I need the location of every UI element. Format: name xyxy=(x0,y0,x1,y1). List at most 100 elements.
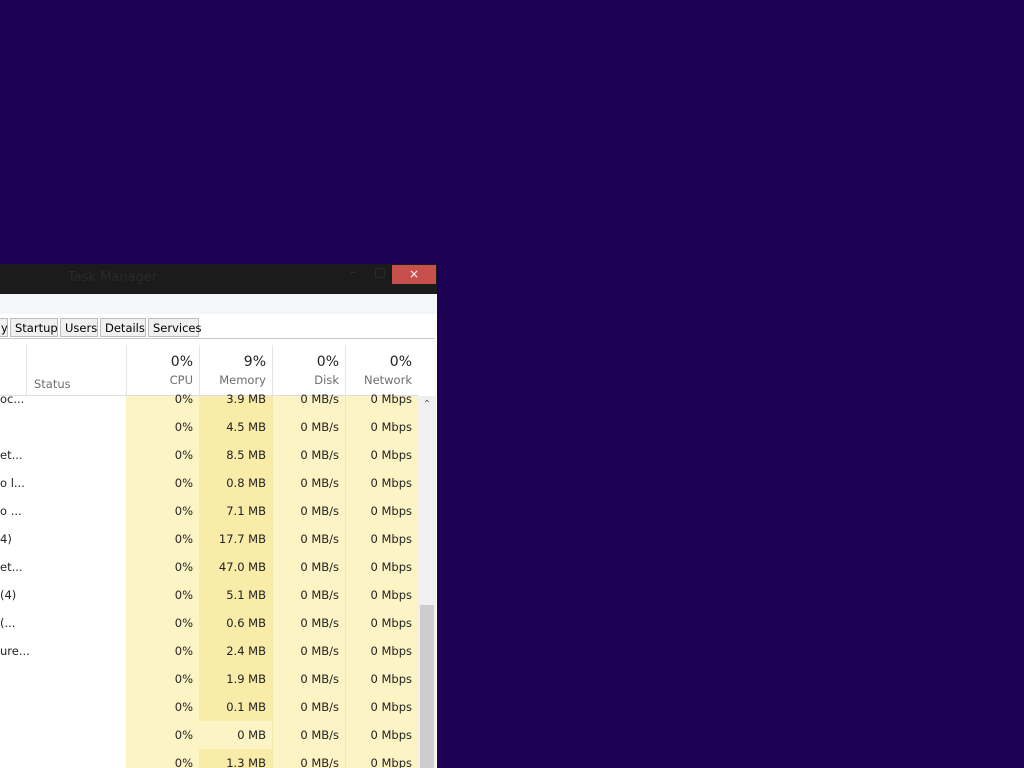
network-cell: 0 Mbps xyxy=(370,504,413,518)
network-cell: 0 Mbps xyxy=(370,756,413,768)
close-button[interactable]: × xyxy=(392,265,436,284)
cpu-cell: 0% xyxy=(174,728,193,742)
cpu-cell: 0% xyxy=(174,616,193,630)
memory-cell: 17.7 MB xyxy=(218,532,266,546)
network-cell: 0 Mbps xyxy=(370,700,413,714)
cpu-cell: 0% xyxy=(174,476,193,490)
memory-cell: 0.8 MB xyxy=(226,476,266,490)
process-name: ure... xyxy=(0,644,30,658)
memory-cell: 47.0 MB xyxy=(218,560,266,574)
process-name: o ... xyxy=(0,504,22,518)
disk-cell: 0 MB/s xyxy=(300,700,339,714)
disk-cell: 0 MB/s xyxy=(300,532,339,546)
memory-cell: 0.1 MB xyxy=(226,700,266,714)
table-row[interactable]: et... 0% 8.5 MB 0 MB/s 0 Mbps xyxy=(0,448,418,480)
process-list: oc... 0% 3.9 MB 0 MB/s 0 Mbps 0% 4.5 MB 0 MB/s 0… xyxy=(0,392,419,768)
title-bar: Task Manager – □ × xyxy=(0,264,437,294)
disk-cell: 0 MB/s xyxy=(300,756,339,768)
table-row[interactable]: 0% 0 MB 0 MB/s 0 Mbps xyxy=(0,728,418,760)
disk-column-header[interactable]: 0% Disk xyxy=(272,345,345,395)
memory-cell: 0 MB xyxy=(237,728,266,742)
cpu-cell: 0% xyxy=(174,700,193,714)
cpu-cell: 0% xyxy=(174,756,193,768)
table-row[interactable]: oc... 0% 3.9 MB 0 MB/s 0 Mbps xyxy=(0,392,418,424)
network-cell: 0 Mbps xyxy=(370,476,413,490)
cpu-column-header[interactable]: 0% CPU xyxy=(126,345,199,395)
network-cell: 0 Mbps xyxy=(370,448,413,462)
maximize-icon[interactable]: □ xyxy=(374,265,386,279)
table-row[interactable]: ure... 0% 2.4 MB 0 MB/s 0 Mbps xyxy=(0,644,418,676)
table-row[interactable]: et... 0% 47.0 MB 0 MB/s 0 Mbps xyxy=(0,560,418,592)
network-cell: 0 Mbps xyxy=(370,728,413,742)
cpu-cell: 0% xyxy=(174,644,193,658)
table-row[interactable]: o ... 0% 7.1 MB 0 MB/s 0 Mbps xyxy=(0,504,418,536)
network-cell: 0 Mbps xyxy=(370,532,413,546)
network-cell: 0 Mbps xyxy=(370,392,413,406)
scrollbar-thumb[interactable] xyxy=(420,605,434,768)
network-cell: 0 Mbps xyxy=(370,588,413,602)
minimize-icon[interactable]: – xyxy=(350,265,356,279)
disk-cell: 0 MB/s xyxy=(300,644,339,658)
tab-services[interactable]: Services xyxy=(148,318,202,337)
process-name: o l... xyxy=(0,476,25,490)
table-row[interactable]: (... 0% 0.6 MB 0 MB/s 0 Mbps xyxy=(0,616,418,648)
cpu-cell: 0% xyxy=(174,448,193,462)
table-row[interactable]: 0% 0.1 MB 0 MB/s 0 Mbps xyxy=(0,700,418,732)
tab-bar: y Startup Users Details Services xyxy=(0,318,435,339)
tab-startup[interactable]: Startup xyxy=(10,318,58,337)
memory-cell: 7.1 MB xyxy=(226,504,266,518)
process-name: (4) xyxy=(0,588,17,602)
table-row[interactable]: (4) 0% 5.1 MB 0 MB/s 0 Mbps xyxy=(0,588,418,620)
network-cell: 0 Mbps xyxy=(370,644,413,658)
cpu-cell: 0% xyxy=(174,504,193,518)
table-row[interactable]: o l... 0% 0.8 MB 0 MB/s 0 Mbps xyxy=(0,476,418,508)
process-name: et... xyxy=(0,448,23,462)
network-cell: 0 Mbps xyxy=(370,560,413,574)
status-column-header[interactable]: Status xyxy=(26,345,126,395)
network-cell: 0 Mbps xyxy=(370,616,413,630)
window-title: Task Manager xyxy=(68,270,158,285)
memory-cell: 1.9 MB xyxy=(226,672,266,686)
table-row[interactable]: 4) 0% 17.7 MB 0 MB/s 0 Mbps xyxy=(0,532,418,564)
network-cell: 0 Mbps xyxy=(370,420,413,434)
process-name: et... xyxy=(0,560,23,574)
disk-cell: 0 MB/s xyxy=(300,420,339,434)
process-name: oc... xyxy=(0,392,25,406)
name-column-header[interactable] xyxy=(0,345,26,395)
disk-cell: 0 MB/s xyxy=(300,560,339,574)
memory-cell: 3.9 MB xyxy=(226,392,266,406)
network-column-header[interactable]: 0% Network xyxy=(345,345,418,395)
memory-cell: 8.5 MB xyxy=(226,448,266,462)
scroll-up-icon[interactable]: ⌃ xyxy=(422,399,432,410)
disk-cell: 0 MB/s xyxy=(300,616,339,630)
memory-cell: 5.1 MB xyxy=(226,588,266,602)
disk-cell: 0 MB/s xyxy=(300,672,339,686)
cpu-cell: 0% xyxy=(174,560,193,574)
cpu-cell: 0% xyxy=(174,672,193,686)
cpu-cell: 0% xyxy=(174,532,193,546)
tab-app-history[interactable]: y xyxy=(0,318,8,337)
task-manager-window: Task Manager – □ × y Startup Users Detai… xyxy=(0,264,437,768)
disk-cell: 0 MB/s xyxy=(300,476,339,490)
memory-cell: 1.3 MB xyxy=(226,756,266,768)
column-header: Status 0% CPU 9% Memory 0% Disk 0% Network xyxy=(0,345,418,396)
disk-cell: 0 MB/s xyxy=(300,448,339,462)
disk-cell: 0 MB/s xyxy=(300,504,339,518)
vertical-scrollbar[interactable]: ⌃ xyxy=(418,396,436,768)
memory-column-header[interactable]: 9% Memory xyxy=(199,345,272,395)
process-name: 4) xyxy=(0,532,12,546)
disk-cell: 0 MB/s xyxy=(300,728,339,742)
process-name: (... xyxy=(0,616,16,630)
disk-cell: 0 MB/s xyxy=(300,588,339,602)
cpu-cell: 0% xyxy=(174,392,193,406)
menu-bar xyxy=(0,294,437,314)
table-row[interactable]: 0% 1.9 MB 0 MB/s 0 Mbps xyxy=(0,672,418,704)
memory-cell: 2.4 MB xyxy=(226,644,266,658)
table-row[interactable]: 0% 4.5 MB 0 MB/s 0 Mbps xyxy=(0,420,418,452)
tab-users[interactable]: Users xyxy=(60,318,98,337)
cpu-cell: 0% xyxy=(174,588,193,602)
cpu-cell: 0% xyxy=(174,420,193,434)
tab-details[interactable]: Details xyxy=(100,318,146,337)
table-row[interactable]: 0% 1.3 MB 0 MB/s 0 Mbps xyxy=(0,756,418,768)
network-cell: 0 Mbps xyxy=(370,672,413,686)
